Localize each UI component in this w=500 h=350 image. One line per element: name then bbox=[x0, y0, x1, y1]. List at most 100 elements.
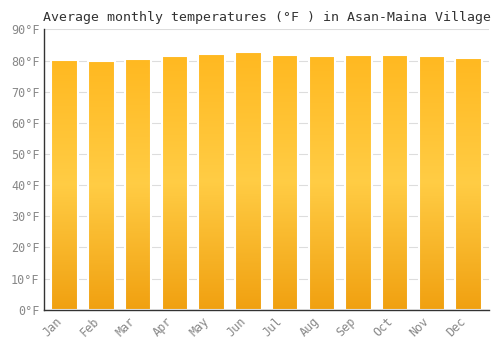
Bar bbox=[382, 134, 408, 135]
Bar bbox=[346, 59, 372, 60]
Bar bbox=[235, 153, 262, 154]
Bar bbox=[382, 289, 408, 290]
Bar bbox=[88, 164, 115, 166]
Bar bbox=[272, 177, 298, 178]
Bar bbox=[346, 293, 372, 294]
Bar bbox=[162, 150, 188, 151]
Bar bbox=[346, 196, 372, 198]
Bar bbox=[346, 255, 372, 256]
Bar bbox=[272, 200, 298, 202]
Bar bbox=[125, 293, 152, 295]
Bar bbox=[272, 180, 298, 181]
Bar bbox=[456, 133, 482, 135]
Bar bbox=[52, 106, 78, 108]
Bar bbox=[308, 148, 335, 150]
Bar bbox=[162, 272, 188, 273]
Bar bbox=[162, 122, 188, 123]
Bar bbox=[308, 140, 335, 141]
Bar bbox=[198, 292, 225, 293]
Bar bbox=[456, 175, 482, 176]
Bar bbox=[418, 237, 445, 239]
Bar bbox=[456, 181, 482, 182]
Bar bbox=[308, 75, 335, 76]
Bar bbox=[88, 276, 115, 278]
Bar bbox=[52, 83, 78, 84]
Bar bbox=[198, 252, 225, 253]
Bar bbox=[52, 128, 78, 129]
Bar bbox=[308, 111, 335, 112]
Bar bbox=[308, 91, 335, 93]
Bar bbox=[88, 279, 115, 280]
Bar bbox=[346, 258, 372, 259]
Bar bbox=[382, 163, 408, 164]
Bar bbox=[162, 118, 188, 119]
Bar bbox=[418, 98, 445, 99]
Bar bbox=[418, 226, 445, 227]
Bar bbox=[88, 141, 115, 142]
Bar bbox=[382, 59, 408, 60]
Bar bbox=[346, 209, 372, 210]
Bar bbox=[418, 147, 445, 148]
Bar bbox=[125, 188, 152, 189]
Bar bbox=[235, 52, 262, 310]
Bar bbox=[88, 240, 115, 241]
Bar bbox=[418, 155, 445, 156]
Bar bbox=[272, 248, 298, 250]
Bar bbox=[52, 98, 78, 99]
Bar bbox=[456, 146, 482, 147]
Bar bbox=[125, 100, 152, 102]
Bar bbox=[125, 76, 152, 78]
Bar bbox=[125, 248, 152, 250]
Bar bbox=[382, 175, 408, 176]
Bar bbox=[235, 113, 262, 114]
Bar bbox=[235, 88, 262, 90]
Bar bbox=[456, 118, 482, 119]
Bar bbox=[346, 148, 372, 149]
Bar bbox=[456, 232, 482, 233]
Bar bbox=[235, 180, 262, 181]
Bar bbox=[418, 251, 445, 253]
Bar bbox=[346, 64, 372, 65]
Bar bbox=[272, 258, 298, 259]
Bar bbox=[418, 111, 445, 112]
Bar bbox=[382, 150, 408, 152]
Bar bbox=[308, 150, 335, 151]
Bar bbox=[346, 233, 372, 235]
Bar bbox=[382, 202, 408, 203]
Bar bbox=[125, 243, 152, 244]
Bar bbox=[88, 178, 115, 179]
Bar bbox=[162, 121, 188, 122]
Bar bbox=[418, 287, 445, 288]
Bar bbox=[52, 139, 78, 140]
Bar bbox=[88, 152, 115, 153]
Bar bbox=[198, 247, 225, 248]
Bar bbox=[456, 203, 482, 204]
Bar bbox=[456, 200, 482, 201]
Bar bbox=[88, 126, 115, 127]
Bar bbox=[382, 71, 408, 73]
Bar bbox=[198, 274, 225, 275]
Bar bbox=[125, 205, 152, 207]
Bar bbox=[382, 203, 408, 204]
Bar bbox=[198, 61, 225, 62]
Bar bbox=[456, 214, 482, 215]
Bar bbox=[272, 274, 298, 275]
Bar bbox=[418, 164, 445, 165]
Bar bbox=[456, 305, 482, 306]
Bar bbox=[272, 189, 298, 190]
Bar bbox=[88, 201, 115, 202]
Bar bbox=[272, 217, 298, 218]
Bar bbox=[418, 138, 445, 140]
Bar bbox=[88, 189, 115, 190]
Bar bbox=[235, 235, 262, 236]
Bar bbox=[52, 162, 78, 164]
Bar bbox=[308, 203, 335, 204]
Bar bbox=[125, 74, 152, 75]
Bar bbox=[125, 81, 152, 83]
Bar bbox=[235, 158, 262, 159]
Bar bbox=[456, 140, 482, 141]
Bar bbox=[308, 116, 335, 117]
Bar bbox=[88, 272, 115, 274]
Bar bbox=[88, 271, 115, 272]
Bar bbox=[346, 102, 372, 103]
